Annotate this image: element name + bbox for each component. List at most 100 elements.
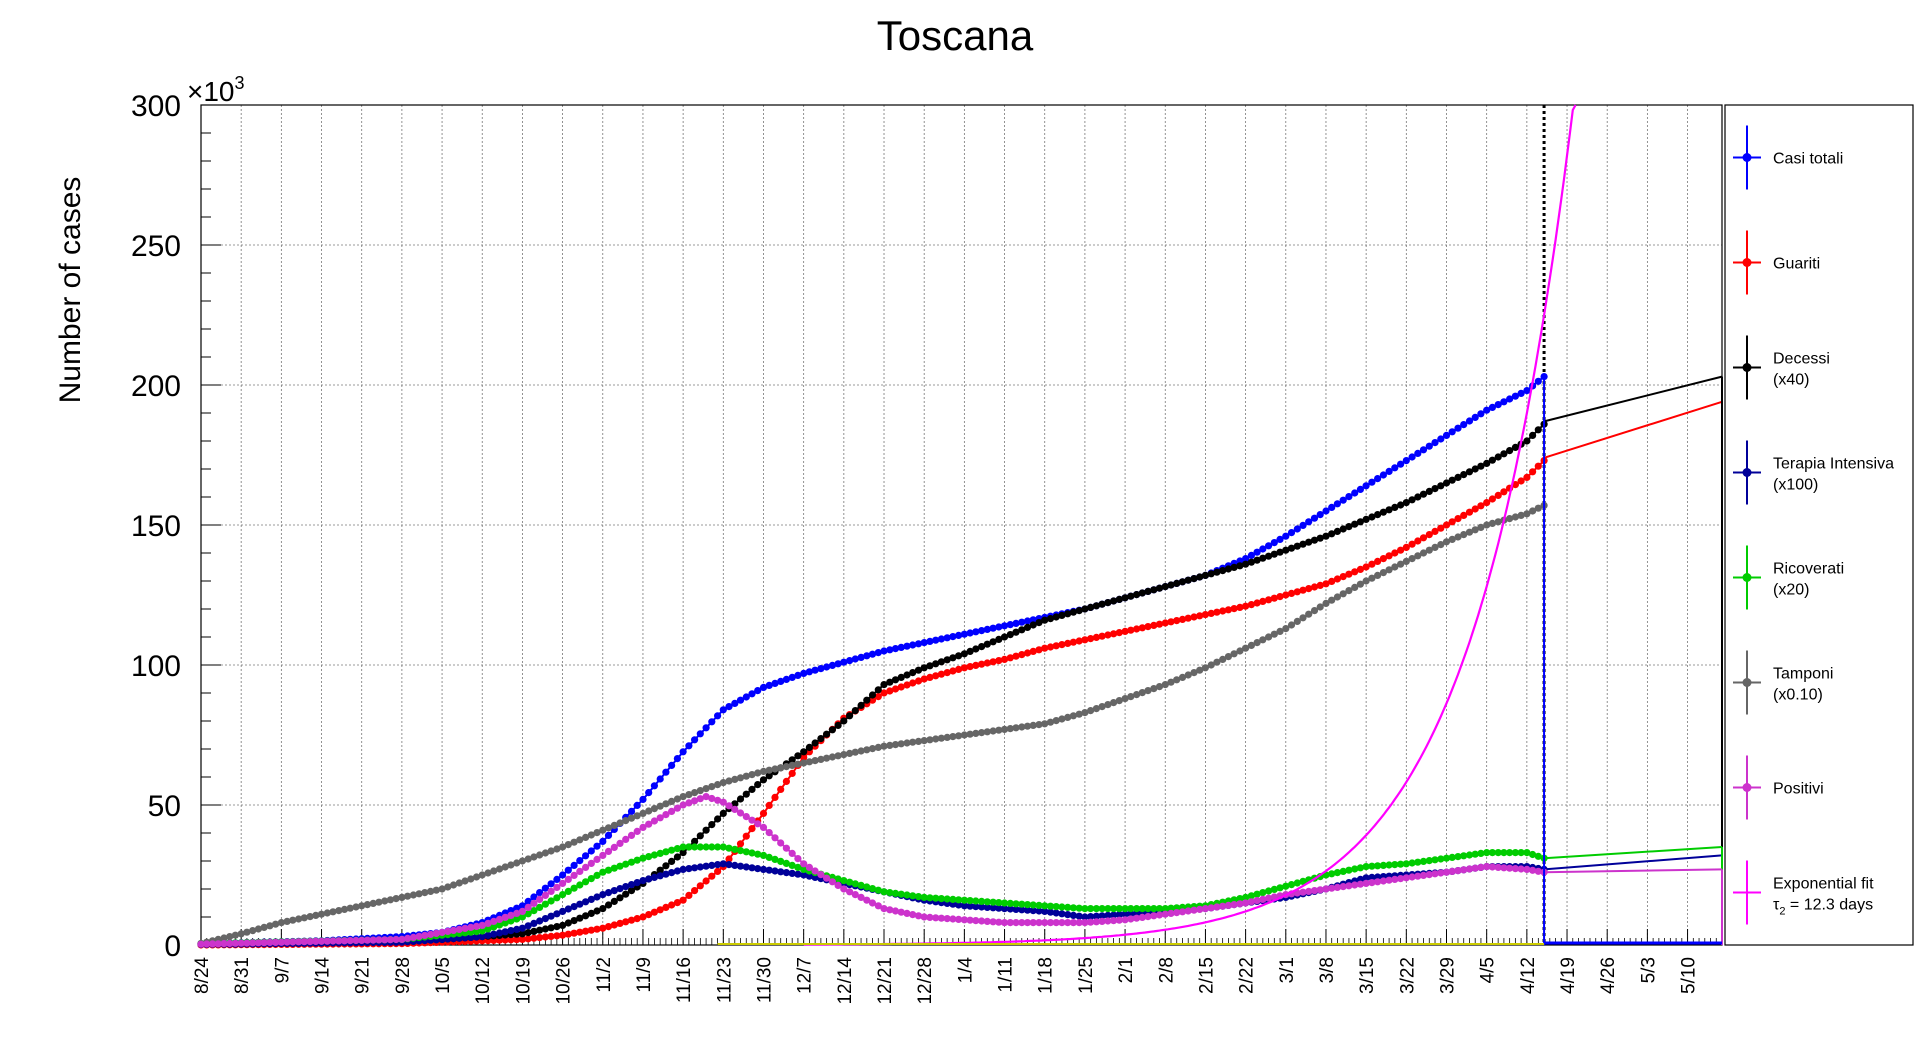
data-point — [1046, 718, 1055, 726]
data-point — [691, 864, 699, 872]
data-point — [564, 919, 572, 927]
data-point — [1465, 528, 1474, 536]
data-point — [1471, 526, 1479, 534]
data-point — [559, 871, 567, 879]
data-point — [610, 887, 618, 895]
data-point — [1081, 636, 1089, 644]
data-point — [800, 748, 808, 756]
data-point — [536, 895, 544, 904]
data-point — [1402, 457, 1410, 465]
data-point — [604, 889, 613, 897]
data-point — [1534, 426, 1542, 434]
data-point — [518, 913, 527, 921]
data-point — [1408, 873, 1416, 881]
data-point — [1173, 676, 1181, 684]
data-point — [794, 870, 802, 878]
data-point — [484, 869, 492, 877]
data-point — [553, 932, 561, 940]
data-point — [1425, 487, 1433, 495]
data-point — [427, 887, 435, 896]
data-point — [1488, 403, 1496, 411]
data-point — [932, 672, 940, 680]
data-point — [1006, 654, 1014, 662]
data-point — [685, 865, 693, 873]
data-point — [507, 927, 515, 935]
data-point — [949, 895, 957, 904]
data-point — [863, 883, 871, 891]
x-tick-label: 11/9 — [634, 957, 655, 993]
data-point — [650, 851, 659, 859]
x-tick-label: 3/15 — [1357, 957, 1378, 994]
data-point — [668, 761, 676, 770]
legend-label: Decessi — [1773, 351, 1830, 368]
data-point — [1408, 540, 1416, 548]
data-point — [989, 638, 997, 646]
data-point — [782, 869, 791, 877]
data-point — [1523, 387, 1531, 395]
data-point — [978, 917, 986, 925]
data-point — [731, 805, 739, 814]
data-point — [966, 647, 974, 656]
data-point — [1293, 879, 1301, 887]
data-point — [1087, 603, 1095, 612]
data-point — [1276, 627, 1284, 636]
data-point — [633, 812, 641, 820]
data-point — [1207, 570, 1215, 578]
data-point — [1465, 417, 1474, 425]
legend-entry: Casi totali — [1733, 125, 1843, 190]
data-point — [995, 918, 1003, 926]
data-point — [1425, 857, 1433, 865]
data-point — [1069, 911, 1077, 920]
data-point — [656, 866, 664, 874]
data-point — [696, 795, 704, 803]
legend-label-line2: (x100) — [1773, 477, 1818, 494]
data-point — [748, 816, 756, 824]
data-point — [1483, 406, 1491, 414]
data-point — [1402, 557, 1410, 566]
data-point — [782, 844, 791, 852]
data-point — [685, 799, 693, 807]
data-point — [564, 841, 572, 849]
data-point — [662, 768, 670, 776]
data-point — [811, 666, 819, 674]
data-point — [1207, 904, 1215, 912]
data-point — [582, 833, 590, 842]
data-point — [243, 928, 251, 936]
data-point — [593, 871, 601, 880]
data-point — [518, 935, 527, 944]
data-point — [742, 813, 750, 821]
data-point — [978, 729, 986, 737]
data-point — [627, 807, 636, 816]
y-axis-label: Number of cases — [54, 177, 87, 404]
data-point — [754, 769, 762, 777]
legend-marker — [1742, 573, 1752, 582]
x-tick-label: 2/15 — [1196, 957, 1217, 994]
data-point — [886, 646, 894, 654]
data-point — [1483, 849, 1491, 857]
data-point — [639, 823, 647, 832]
data-point — [1494, 849, 1502, 857]
data-point — [490, 923, 498, 931]
data-point — [1150, 621, 1158, 630]
data-point — [1265, 596, 1273, 604]
data-point — [1517, 389, 1525, 397]
data-point — [593, 925, 601, 933]
data-point — [564, 866, 572, 874]
data-point — [1460, 866, 1468, 874]
data-point — [1397, 875, 1405, 883]
data-point — [272, 938, 280, 947]
data-point — [754, 820, 762, 828]
data-point — [696, 843, 704, 851]
data-point — [903, 671, 911, 679]
data-point — [886, 906, 894, 914]
data-point — [553, 894, 561, 902]
data-point — [231, 939, 239, 947]
data-point — [840, 717, 848, 725]
data-point — [1287, 589, 1296, 598]
data-point — [725, 802, 733, 810]
data-point — [1230, 563, 1238, 572]
data-point — [553, 910, 561, 918]
data-point — [1087, 913, 1095, 921]
data-point — [1391, 464, 1399, 472]
data-point — [851, 707, 859, 715]
